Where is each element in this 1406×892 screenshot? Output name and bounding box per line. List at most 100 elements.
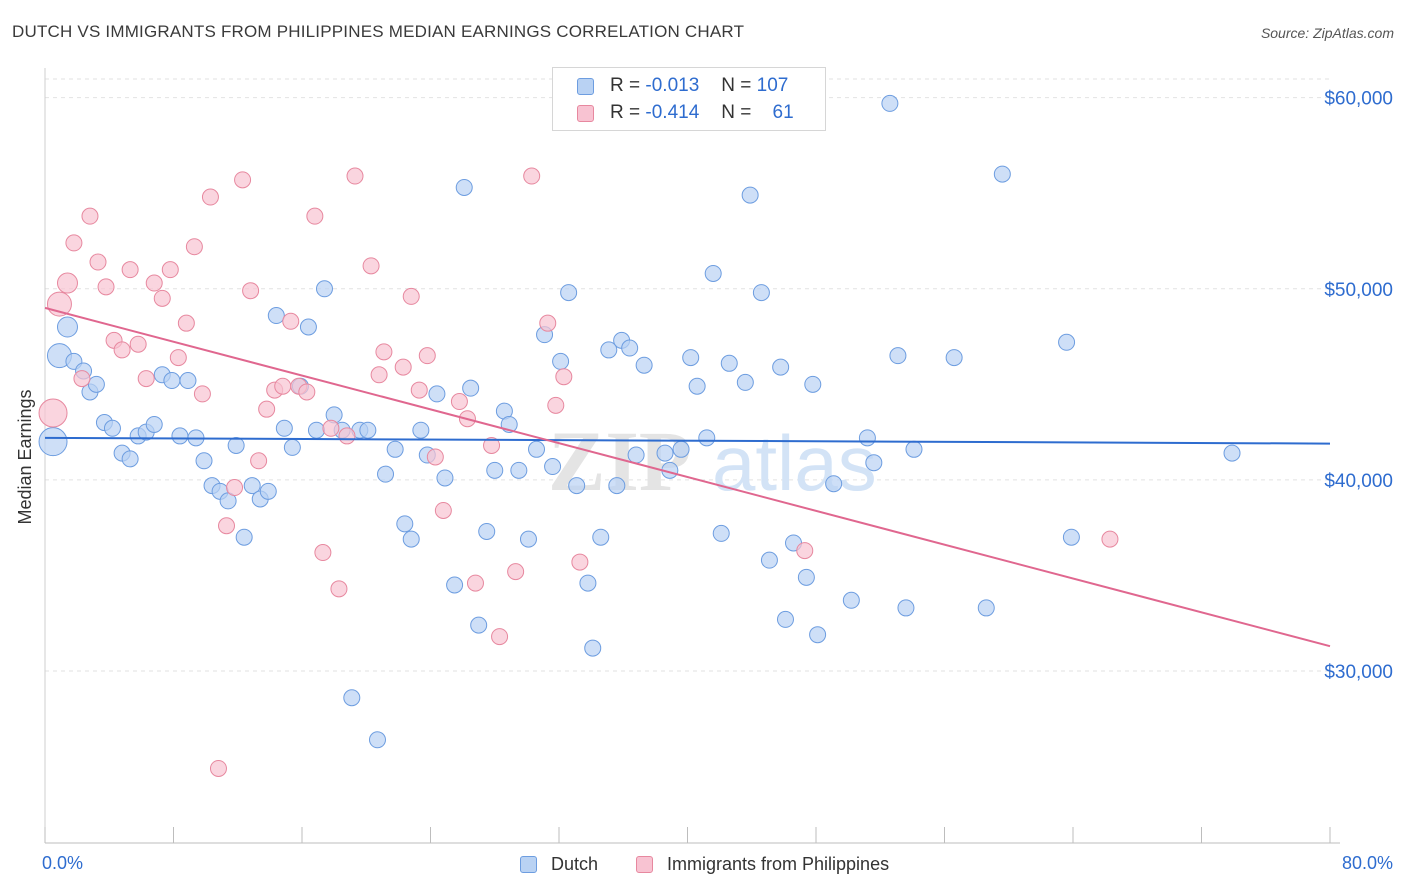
philippines-point — [450, 393, 468, 411]
dutch-point — [343, 689, 361, 707]
dutch-point — [103, 419, 121, 437]
philippines-point — [547, 396, 565, 414]
dutch-point — [776, 610, 794, 628]
philippines-point — [226, 479, 244, 497]
dutch-point — [804, 375, 822, 393]
philippines-point — [1101, 530, 1119, 548]
dutch-point — [179, 372, 197, 390]
philippines-point — [338, 427, 356, 445]
x-tick-label: 0.0% — [42, 853, 83, 873]
dutch-legend-swatch — [520, 855, 537, 873]
dutch-point — [584, 639, 602, 657]
dutch-point — [544, 458, 562, 476]
y-tick-label: $40,000 — [1324, 471, 1393, 492]
dutch-point — [993, 165, 1011, 183]
philippines-point — [38, 398, 68, 428]
n-value-philippines: 61 — [772, 102, 794, 123]
series-philippines-points — [38, 167, 1119, 777]
philippines-point — [426, 448, 444, 466]
dutch-point — [560, 284, 578, 302]
watermark-atlas: atlas — [712, 419, 877, 507]
r-value-philippines: -0.414 — [645, 102, 700, 123]
philippines-point — [346, 167, 364, 185]
dutch-point — [635, 356, 653, 374]
philippines-point — [466, 574, 484, 592]
philippines-point — [81, 207, 99, 225]
dutch-point — [736, 373, 754, 391]
dutch-point — [865, 454, 883, 472]
dutch-point — [627, 446, 645, 464]
philippines-point — [375, 343, 393, 361]
philippines-trend-line — [44, 306, 1331, 648]
dutch-point — [163, 372, 181, 390]
dutch-point — [38, 427, 68, 457]
gridlines — [45, 78, 1330, 672]
dutch-point — [858, 429, 876, 447]
philippines-point — [201, 188, 219, 206]
dutch-point — [486, 461, 504, 479]
dutch-point — [688, 377, 706, 395]
philippines-point — [410, 381, 428, 399]
dutch-point — [1223, 444, 1241, 462]
dutch-point — [977, 599, 995, 617]
legend-item-dutch: Dutch — [520, 852, 598, 876]
dutch-point — [552, 352, 570, 370]
philippines-point — [258, 400, 276, 418]
r-label: R = — [610, 102, 641, 123]
dutch-point — [56, 316, 78, 338]
legend-row-philippines: R = -0.414 N = 61 — [577, 101, 794, 125]
dutch-point — [945, 349, 963, 367]
philippines-point — [73, 370, 91, 388]
dutch-point — [712, 524, 730, 542]
philippines-point — [402, 287, 420, 305]
philippines-point — [796, 542, 814, 560]
philippines-point — [218, 517, 236, 535]
philippines-point — [571, 553, 589, 571]
dutch-point — [809, 626, 827, 644]
dutch-point — [752, 284, 770, 302]
r-value-dutch: -0.013 — [645, 75, 700, 96]
dutch-point — [608, 477, 626, 495]
dutch-point — [428, 385, 446, 403]
philippines-point — [153, 289, 171, 307]
n-value-dutch: 107 — [756, 75, 789, 96]
philippines-point — [113, 341, 131, 359]
dutch-point — [1062, 528, 1080, 546]
dutch-point — [672, 440, 690, 458]
y-axis-label: Median Earnings — [15, 389, 35, 524]
dutch-point — [227, 436, 245, 454]
philippines-point — [145, 274, 163, 292]
dutch-point — [568, 477, 586, 495]
philippines-point — [491, 628, 509, 646]
philippines-legend-swatch — [636, 855, 653, 873]
dutch-point — [267, 307, 285, 325]
dutch-point — [889, 347, 907, 365]
philippines-point — [137, 370, 155, 388]
watermark: ZIP atlas — [548, 413, 877, 509]
dutch-point — [682, 349, 700, 367]
philippines-point — [314, 544, 332, 562]
dutch-point — [386, 440, 404, 458]
dutch-point — [881, 94, 899, 112]
philippines-point — [418, 347, 436, 365]
philippines-point — [282, 312, 300, 330]
y-tick-label: $30,000 — [1324, 662, 1393, 683]
philippines-point — [177, 314, 195, 332]
dutch-point — [446, 576, 464, 594]
dutch-point — [704, 264, 722, 282]
dutch-point — [656, 444, 674, 462]
x-tick-label: 80.0% — [1342, 853, 1393, 873]
philippines-swatch — [577, 104, 594, 122]
x-tick-labels: 0.0% 80.0% — [42, 853, 1393, 873]
philippines-point — [394, 358, 412, 376]
dutch-swatch — [577, 77, 594, 95]
dutch-point — [235, 528, 253, 546]
philippines-point — [169, 349, 187, 367]
philippines-point — [507, 563, 525, 581]
source-label: Source: ZipAtlas.com — [1260, 25, 1394, 41]
dutch-legend-label: Dutch — [551, 853, 599, 874]
dutch-point — [797, 568, 815, 586]
dutch-point — [842, 591, 860, 609]
dutch-point — [720, 354, 738, 372]
philippines-point — [555, 368, 573, 386]
